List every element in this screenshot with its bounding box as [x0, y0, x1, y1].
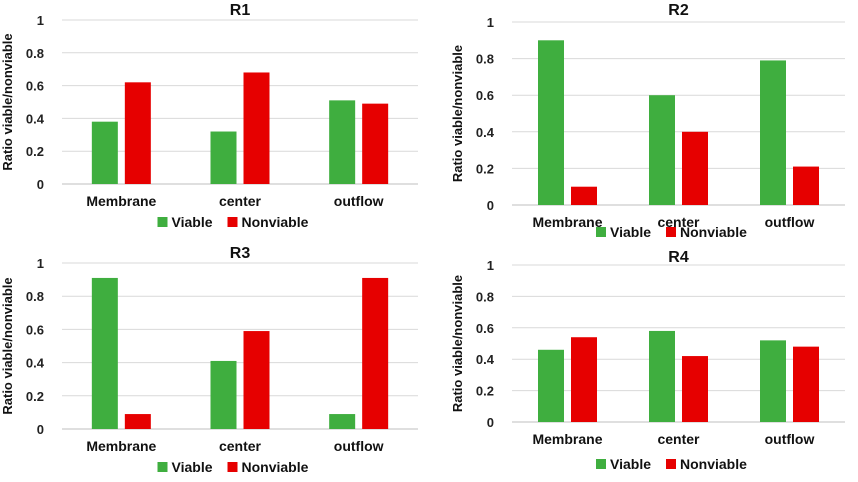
y-tick-label: 0	[487, 198, 494, 213]
bar-nonviable-membrane	[571, 186, 597, 205]
legend-swatch-viable	[596, 459, 606, 469]
y-tick-label: 0	[37, 422, 44, 437]
x-tick-label: Membrane	[532, 214, 602, 230]
bar-nonviable-center	[682, 131, 708, 205]
bar-nonviable-outflow	[793, 346, 819, 422]
y-tick-label: 0.2	[26, 144, 44, 159]
bar-viable-membrane	[91, 121, 118, 184]
x-tick-label: outflow	[334, 193, 384, 209]
y-tick-label: 0.8	[476, 289, 494, 304]
bar-viable-outflow	[329, 100, 356, 184]
y-tick-label: 1	[487, 15, 494, 30]
bar-viable-membrane	[91, 277, 118, 429]
legend-swatch-nonviable	[666, 227, 676, 237]
chart-title: R3	[230, 245, 251, 262]
chart-title: R2	[668, 2, 689, 19]
bar-viable-center	[210, 131, 237, 184]
y-tick-label: 1	[37, 256, 44, 271]
bar-nonviable-membrane	[124, 414, 151, 429]
legend: Viable Nonviable	[157, 459, 309, 475]
legend-swatch-nonviable	[666, 459, 676, 469]
legend-label-viable: Viable	[610, 456, 651, 472]
x-tick-label: center	[219, 438, 262, 454]
chart-title: R4	[668, 249, 689, 266]
x-tick-label: outflow	[765, 431, 815, 447]
y-tick-label: 0.4	[26, 356, 45, 371]
bar-nonviable-outflow	[362, 277, 389, 429]
y-axis-label: Ratio viable/nonviable	[450, 45, 465, 182]
y-axis-label: Ratio viable/nonviable	[0, 277, 15, 414]
legend-label-viable: Viable	[172, 214, 213, 230]
x-tick-label: center	[657, 214, 700, 230]
legend-label-nonviable: Nonviable	[680, 456, 747, 472]
legend: Viable Nonviable	[596, 456, 747, 472]
chart-r2: 0 0.2 0.4 0.6 0.8 1 Ratio viable/nonviable R2 Me…	[450, 2, 845, 240]
legend-swatch-nonviable	[227, 217, 238, 227]
bar-viable-outflow	[329, 414, 356, 429]
legend: Viable Nonviable	[157, 214, 309, 230]
y-tick-label: 0.6	[26, 79, 44, 94]
bar-nonviable-membrane	[124, 82, 151, 184]
legend: Viable Nonviable	[596, 224, 747, 240]
legend-label-nonviable: Nonviable	[242, 459, 309, 475]
chart-r4: 0 0.2 0.4 0.6 0.8 1 Ratio viable/nonviable R4 Me…	[450, 249, 845, 472]
legend-swatch-viable	[596, 227, 606, 237]
legend-label-nonviable: Nonviable	[242, 214, 309, 230]
y-axis-label: Ratio viable/nonviable	[450, 275, 465, 412]
y-tick-label: 0.2	[476, 384, 494, 399]
legend-swatch-viable	[157, 217, 168, 227]
bar-nonviable-center	[682, 356, 708, 422]
y-tick-label: 1	[487, 258, 494, 273]
x-tick-label: Membrane	[532, 431, 602, 447]
x-tick-label: outflow	[334, 438, 384, 454]
x-tick-label: center	[657, 431, 700, 447]
bar-viable-outflow	[760, 340, 786, 422]
y-tick-label: 0.8	[26, 289, 44, 304]
y-tick-label: 0.6	[476, 88, 494, 103]
x-tick-label: Membrane	[86, 193, 156, 209]
y-tick-label: 0.4	[476, 125, 495, 140]
legend-label-nonviable: Nonviable	[680, 224, 747, 240]
chart-title: R1	[230, 2, 251, 19]
bar-nonviable-outflow	[793, 166, 819, 205]
bar-viable-membrane	[538, 349, 564, 422]
bar-nonviable-membrane	[571, 337, 597, 422]
chart-r3: 0 0.2 0.4 0.6 0.8 1 Ratio viable/nonviable R3 Me…	[0, 245, 418, 475]
y-tick-label: 0	[37, 177, 44, 192]
y-tick-label: 0.4	[26, 111, 45, 126]
y-tick-label: 0.6	[476, 321, 494, 336]
chart-r1: 0 0.2 0.4 0.6 0.8 1 Ratio viable/nonviable R1 Me…	[0, 2, 418, 230]
y-tick-label: 0.8	[476, 52, 494, 67]
bar-viable-center	[649, 95, 675, 205]
y-tick-label: 0.2	[26, 389, 44, 404]
y-tick-label: 0	[487, 415, 494, 430]
y-tick-label: 1	[37, 13, 44, 28]
legend-label-viable: Viable	[172, 459, 213, 475]
x-tick-label: outflow	[765, 214, 815, 230]
y-tick-label: 0.8	[26, 46, 44, 61]
y-tick-label: 0.2	[476, 161, 494, 176]
bar-nonviable-outflow	[362, 103, 389, 184]
y-tick-label: 0.6	[26, 322, 44, 337]
y-tick-label: 0.4	[476, 352, 495, 367]
bar-viable-outflow	[760, 60, 786, 206]
bar-viable-center	[210, 360, 237, 429]
bar-viable-center	[649, 330, 675, 422]
legend-label-viable: Viable	[610, 224, 651, 240]
y-axis-label: Ratio viable/nonviable	[0, 33, 15, 170]
bar-viable-membrane	[538, 40, 564, 205]
legend-swatch-viable	[157, 462, 168, 472]
bar-nonviable-center	[243, 331, 270, 429]
bar-nonviable-center	[243, 72, 270, 184]
legend-swatch-nonviable	[227, 462, 238, 472]
x-tick-label: center	[219, 193, 262, 209]
x-tick-label: Membrane	[86, 438, 156, 454]
